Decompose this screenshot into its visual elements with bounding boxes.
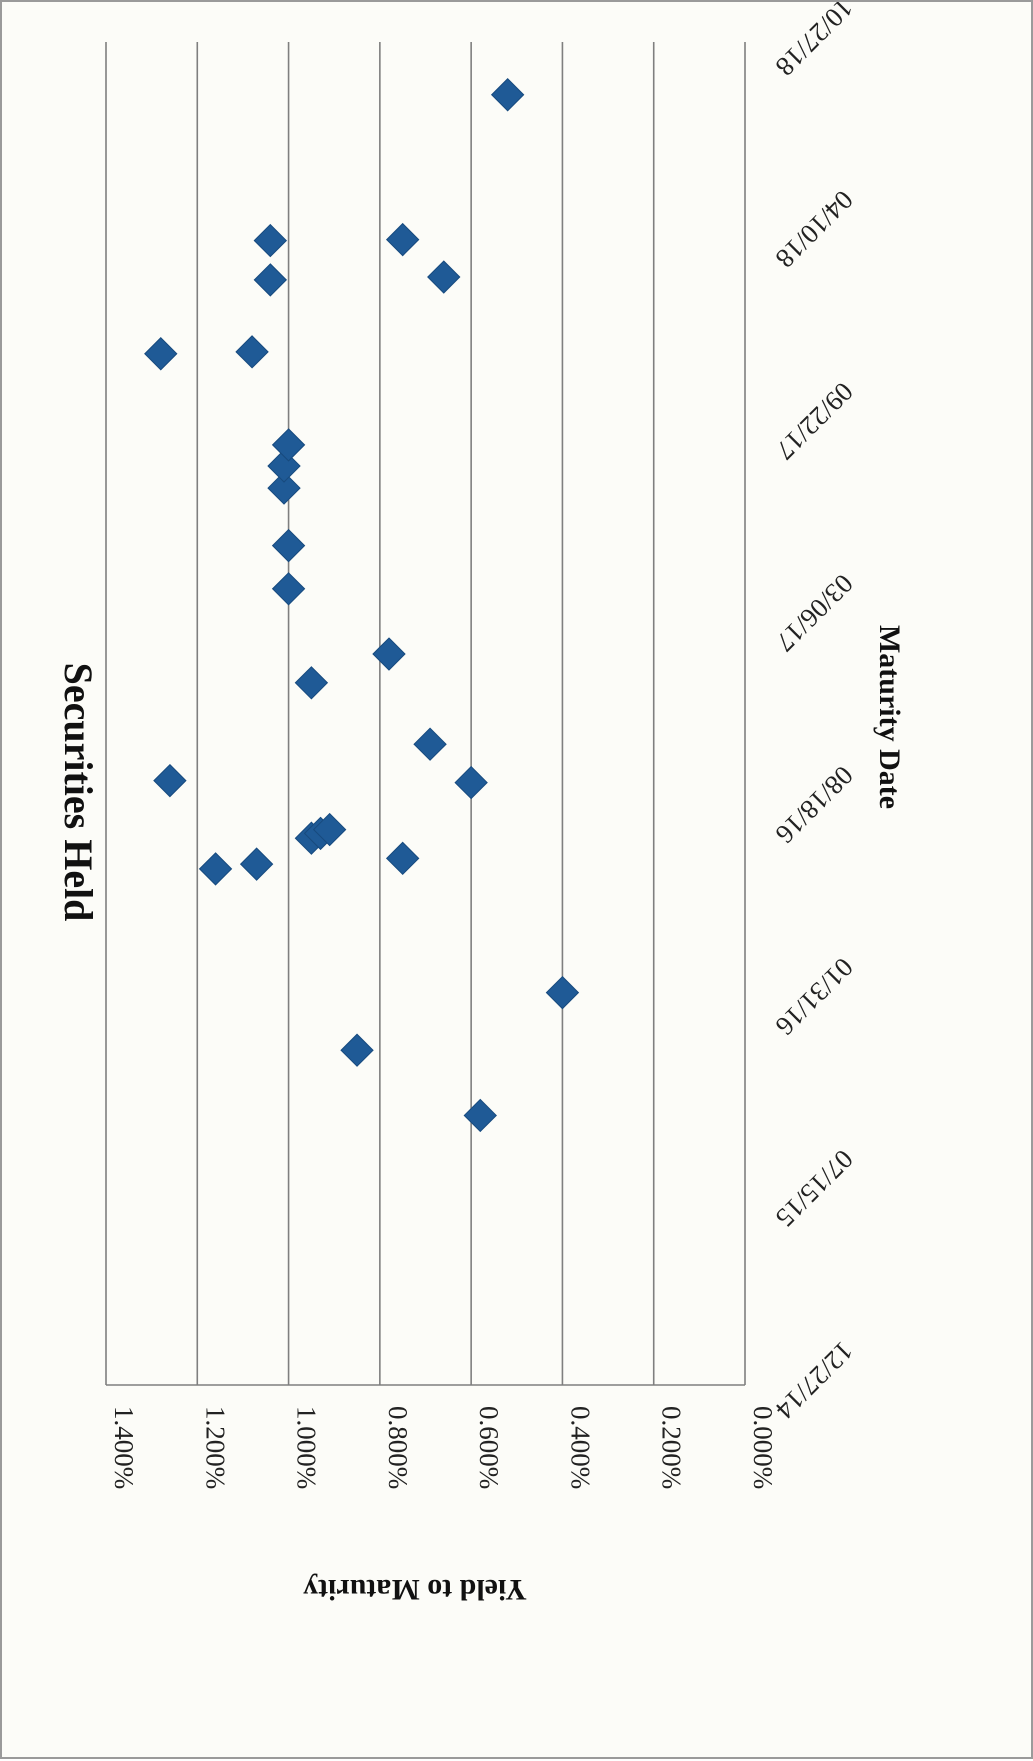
data-point	[427, 260, 461, 294]
data-point	[312, 812, 347, 847]
data-point	[271, 528, 306, 563]
data-point	[490, 78, 525, 112]
x-axis-title: Maturity Date	[873, 625, 906, 809]
x-tick-label: 08/18/16	[770, 760, 859, 849]
x-tick-label: 12/27/14	[770, 1336, 859, 1425]
chart-title: Securities Held	[56, 663, 101, 922]
data-point	[144, 337, 178, 371]
data-point	[340, 1033, 374, 1067]
data-point	[235, 335, 269, 369]
data-point	[271, 428, 306, 462]
y-tick-label: 1.400%	[109, 1406, 139, 1489]
y-tick-label: 0.200%	[657, 1406, 687, 1489]
data-point	[372, 637, 406, 671]
x-tick-label: 07/15/15	[770, 1144, 859, 1233]
data-point	[253, 223, 288, 258]
x-tick-label: 10/27/18	[770, 2, 859, 82]
data-point	[463, 1098, 497, 1133]
y-tick-labels: 0.000% 0.200% 0.400% 0.600% 0.800% 1.000% 1.20…	[109, 1406, 778, 1489]
data-point	[239, 847, 274, 881]
data-point	[271, 572, 306, 606]
data-point	[267, 471, 301, 505]
data-point	[253, 263, 288, 297]
data-point	[198, 852, 233, 886]
x-tick-label: 01/31/16	[770, 952, 859, 1041]
data-point	[385, 222, 420, 257]
data-point	[454, 765, 488, 800]
data-point	[294, 666, 329, 700]
data-points	[144, 78, 580, 1133]
x-tick-label: 03/06/17	[770, 568, 859, 657]
gridlines	[105, 42, 655, 1385]
data-point	[413, 727, 447, 761]
axes	[106, 42, 746, 1386]
y-tick-label: 0.000%	[748, 1406, 778, 1489]
x-tick-label: 09/22/17	[770, 376, 859, 465]
data-point	[545, 975, 580, 1010]
x-tick-labels: 12/27/14 07/15/15 01/31/16 08/18/16 03/06/17…	[770, 2, 859, 1425]
data-point	[153, 763, 187, 798]
y-tick-label: 0.400%	[565, 1406, 595, 1489]
y-tick-label: 0.800%	[383, 1406, 413, 1489]
data-point	[267, 449, 301, 483]
y-tick-label: 1.000%	[292, 1406, 322, 1489]
y-tick-label: 0.600%	[474, 1406, 504, 1489]
data-point	[385, 841, 420, 876]
y-tick-label: 1.200%	[200, 1406, 230, 1489]
x-tick-label: 04/10/18	[770, 185, 859, 274]
y-axis-title: Yield to Maturity	[303, 1573, 527, 1606]
